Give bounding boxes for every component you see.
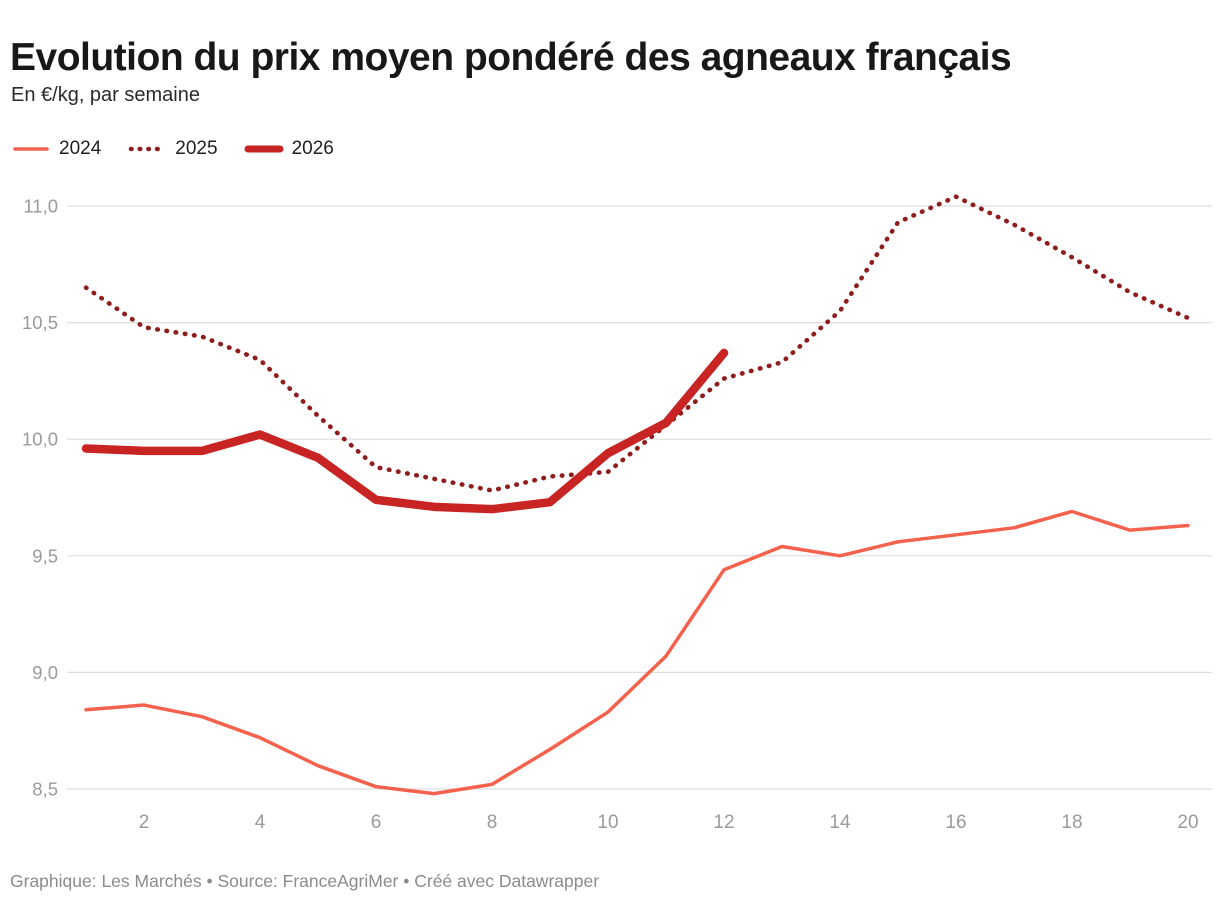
x-axis-tick-label: 8 — [487, 812, 498, 833]
x-axis-tick-label: 18 — [1061, 812, 1082, 833]
chart-title: Evolution du prix moyen pondéré des agne… — [10, 36, 1012, 80]
legend-label-2024: 2024 — [59, 138, 102, 159]
legend-label-2026: 2026 — [291, 138, 334, 159]
legend-swatch-2025-icon — [127, 143, 167, 155]
y-axis-tick-label: 10,0 — [22, 429, 58, 450]
x-axis-tick-label: 4 — [255, 812, 266, 833]
attribution-footer: Graphique: Les Marchés • Source: FranceA… — [10, 871, 600, 891]
y-axis-tick-label: 8,5 — [32, 779, 58, 800]
x-axis-tick-label: 2 — [139, 812, 150, 833]
legend-item-2026: 2026 — [244, 138, 334, 160]
y-axis-tick-label: 11,0 — [23, 196, 58, 217]
x-axis-tick-label: 16 — [945, 812, 966, 833]
series-line-2024 — [84, 509, 1190, 796]
legend-swatch-2026-icon — [244, 143, 284, 155]
legend-item-2024: 2024 — [11, 138, 101, 160]
y-axis-tick-label: 9,0 — [32, 662, 58, 683]
chart-legend: 2024 2025 2026 — [11, 138, 334, 160]
legend-swatch-2024-icon — [11, 143, 51, 155]
legend-item-2025: 2025 — [127, 138, 218, 160]
chart-subtitle: En €/kg, par semaine — [11, 84, 200, 106]
x-axis-tick-label: 10 — [597, 812, 618, 833]
series-line-2026 — [81, 348, 729, 514]
x-axis-tick-label: 12 — [713, 812, 734, 833]
x-axis-tick-label: 6 — [371, 812, 382, 833]
y-axis-tick-label: 9,5 — [32, 545, 58, 566]
y-axis-tick-label: 10,5 — [22, 312, 58, 333]
legend-label-2025: 2025 — [175, 138, 218, 159]
x-axis-tick-label: 14 — [829, 812, 851, 833]
series-line-2025 — [83, 194, 1191, 493]
x-axis-tick-label: 20 — [1177, 812, 1198, 833]
